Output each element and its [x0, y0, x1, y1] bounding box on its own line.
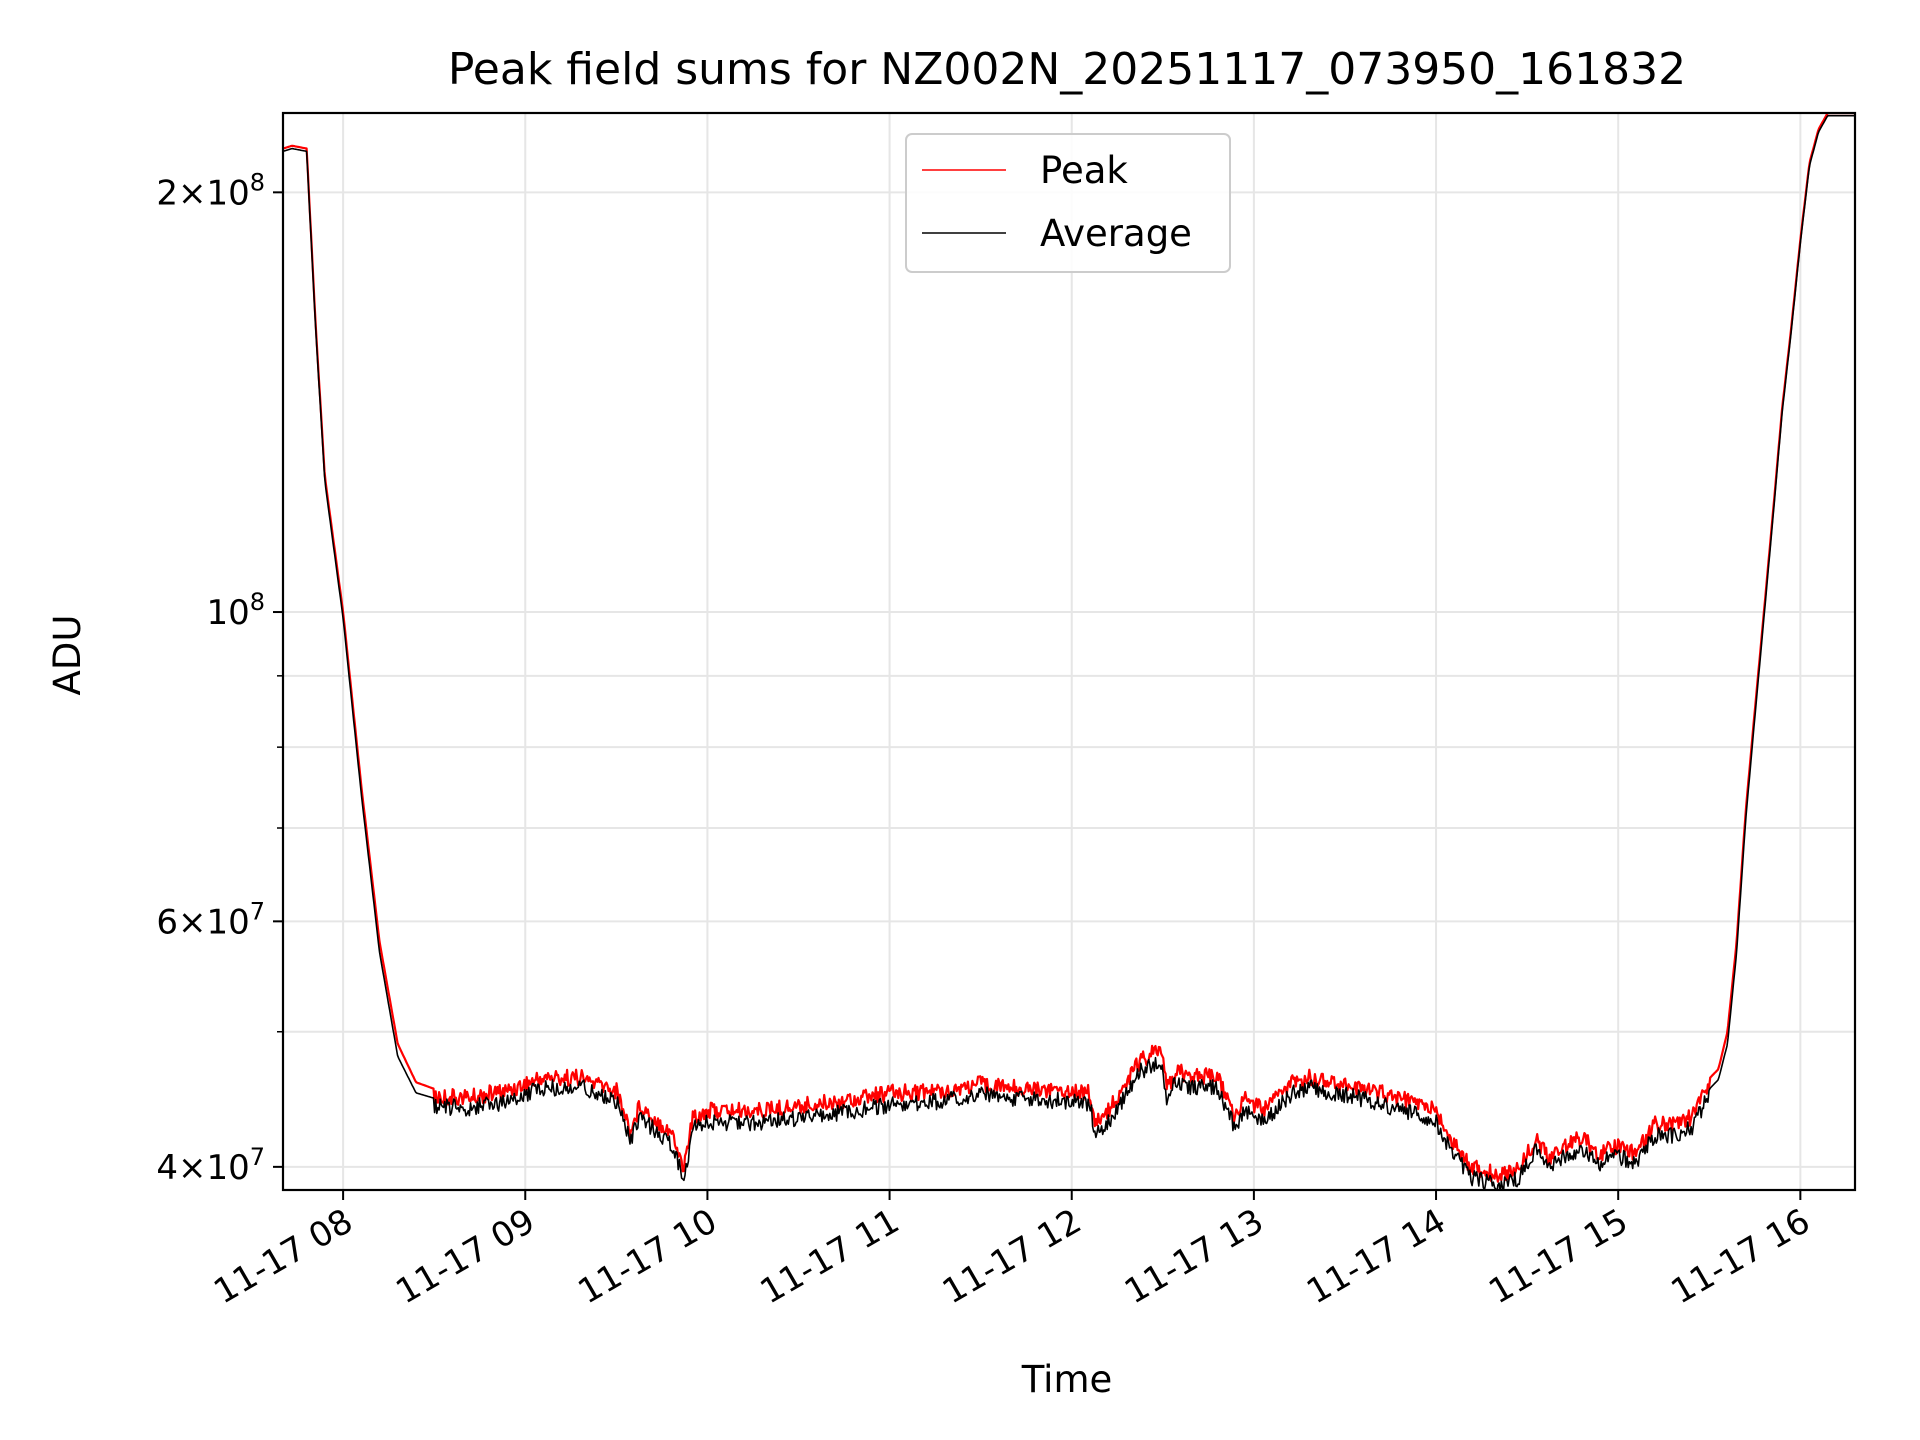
y-tick-base: 4×10 [156, 1148, 249, 1188]
y-tick-label: 6×107 [156, 897, 265, 942]
legend-label-peak: Peak [1040, 149, 1128, 192]
y-axis-label: ADU [46, 615, 89, 696]
legend-label-average: Average [1040, 212, 1192, 255]
grid [283, 113, 1855, 1190]
y-tick-base: 6×10 [156, 902, 249, 942]
y-tick-exponent: 8 [250, 168, 265, 196]
y-tick-base: 2×10 [156, 173, 249, 213]
legend: Peak Average [905, 133, 1231, 273]
series-lines [283, 113, 1855, 1190]
series-line-average [283, 114, 1855, 1190]
y-tick-label: 108 [206, 588, 265, 633]
y-tick-label: 2×108 [156, 168, 265, 213]
y-tick-base: 10 [206, 593, 249, 633]
series-line-peak [283, 113, 1855, 1183]
x-axis-label: Time [1021, 1358, 1113, 1401]
chart-title: Peak field sums for NZ002N_20251117_0739… [448, 44, 1686, 95]
plot-frame [281, 111, 1857, 1192]
y-tick-exponent: 7 [250, 1143, 265, 1171]
y-tick-label: 4×107 [156, 1143, 265, 1188]
y-tick-exponent: 8 [250, 588, 265, 616]
y-tick-exponent: 7 [250, 897, 265, 925]
legend-box [905, 133, 1231, 273]
